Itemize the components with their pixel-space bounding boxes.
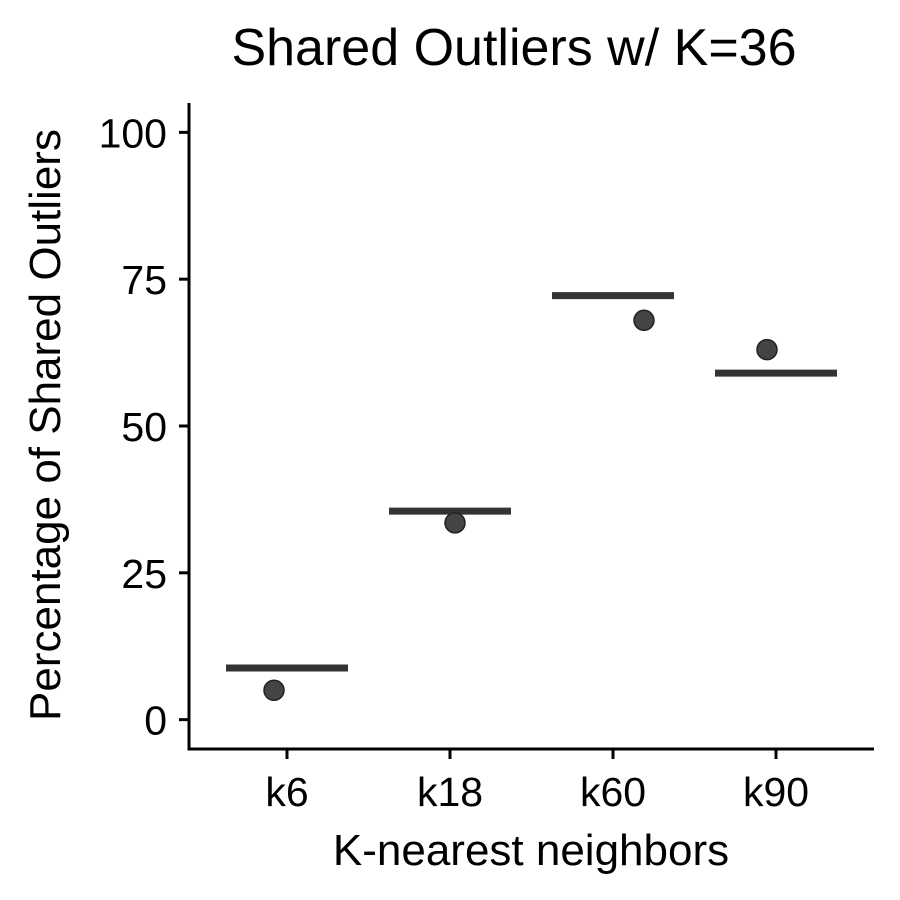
y-tick-label: 25: [121, 551, 167, 597]
y-tick-label: 0: [144, 698, 167, 744]
point-mark-k90: [756, 338, 778, 361]
x-axis-title: K-nearest neighbors: [333, 826, 729, 875]
point-mark-k60: [633, 309, 655, 332]
y-tick-label: 100: [99, 110, 167, 156]
x-tick-label: k6: [265, 769, 308, 815]
point-mark-k6: [263, 679, 285, 702]
x-tick-label: k90: [743, 769, 809, 815]
y-tick-label: 50: [121, 404, 167, 450]
x-tick-label: k60: [580, 769, 646, 815]
y-axis-title: Percentage of Shared Outliers: [21, 129, 70, 721]
y-ticks: 0 25 50 75 100: [99, 110, 189, 744]
plot-marks: [226, 292, 837, 702]
chart-title: Shared Outliers w/ K=36: [231, 19, 796, 77]
y-tick-label: 75: [121, 257, 167, 303]
x-tick-label: k18: [417, 769, 483, 815]
x-ticks: k6 k18 k60 k90: [265, 749, 809, 815]
point-mark-k18: [444, 512, 466, 534]
